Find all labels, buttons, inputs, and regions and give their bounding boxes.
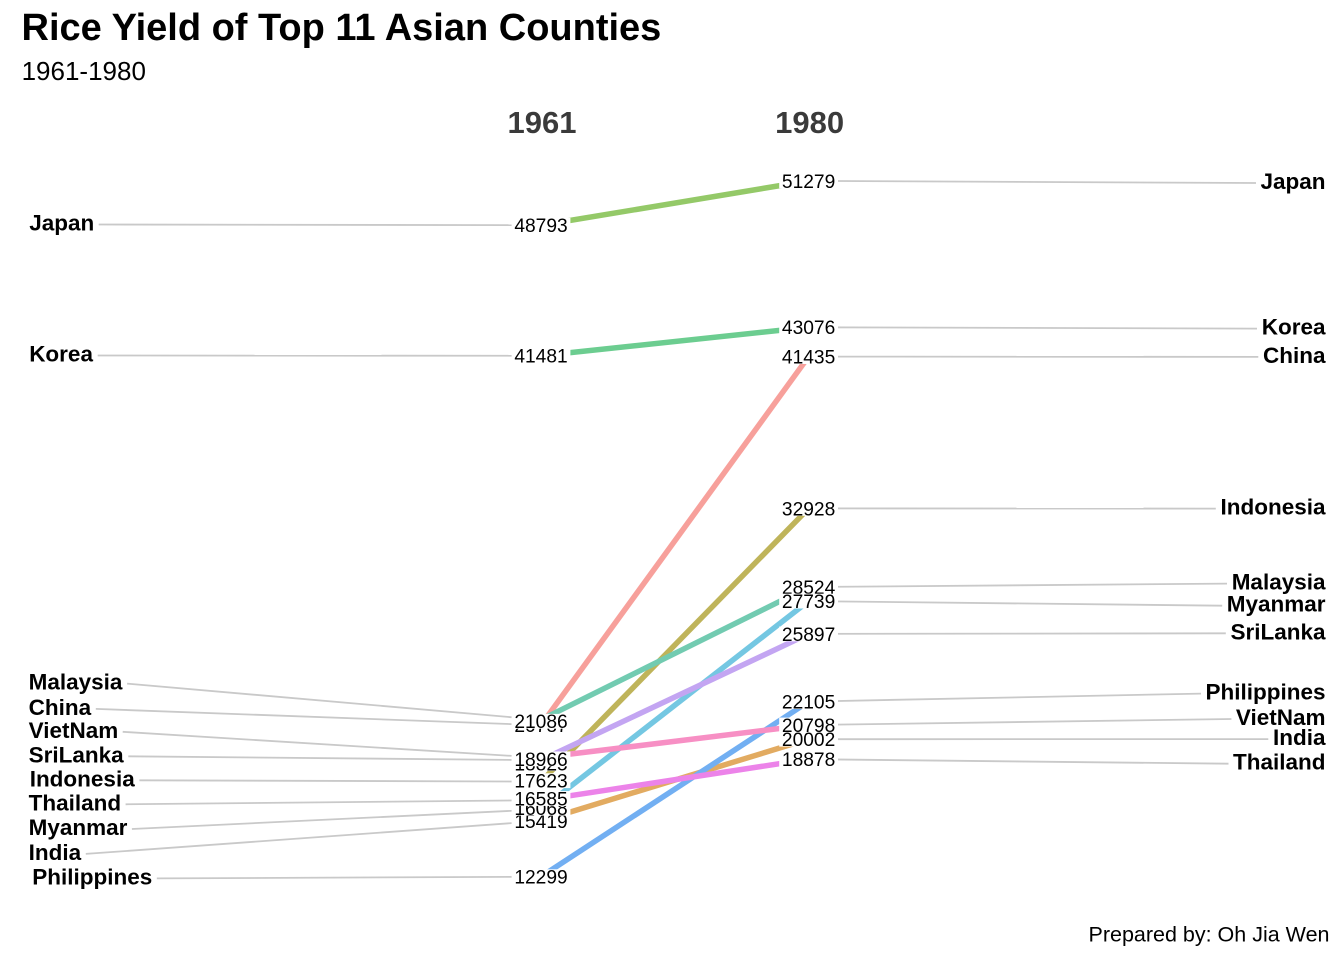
svg-text:1980: 1980 xyxy=(775,105,844,140)
svg-text:SriLanka: SriLanka xyxy=(1230,619,1326,644)
svg-text:48793: 48793 xyxy=(514,216,567,237)
svg-text:22105: 22105 xyxy=(782,693,835,714)
svg-text:Prepared by: Oh Jia Wen: Prepared by: Oh Jia Wen xyxy=(1088,923,1329,947)
svg-text:1961: 1961 xyxy=(508,105,577,140)
svg-text:Thailand: Thailand xyxy=(29,790,122,815)
svg-text:Indonesia: Indonesia xyxy=(30,766,136,791)
svg-text:51279: 51279 xyxy=(782,172,835,193)
svg-text:25897: 25897 xyxy=(782,625,835,646)
svg-text:41481: 41481 xyxy=(514,347,567,368)
svg-text:Myanmar: Myanmar xyxy=(29,815,128,840)
svg-text:18878: 18878 xyxy=(782,750,835,771)
svg-text:27739: 27739 xyxy=(782,592,835,613)
svg-text:China: China xyxy=(1263,343,1326,368)
svg-text:41435: 41435 xyxy=(782,348,835,369)
svg-text:Philippines: Philippines xyxy=(1205,680,1325,705)
svg-text:32928: 32928 xyxy=(782,499,835,520)
svg-text:1961-1980: 1961-1980 xyxy=(22,56,146,86)
svg-text:Korea: Korea xyxy=(1262,315,1326,340)
svg-text:16585: 16585 xyxy=(514,789,567,810)
svg-text:VietNam: VietNam xyxy=(1236,705,1326,730)
svg-text:Japan: Japan xyxy=(1260,169,1325,194)
svg-text:Japan: Japan xyxy=(29,210,94,235)
svg-text:Indonesia: Indonesia xyxy=(1220,495,1326,520)
svg-text:Thailand: Thailand xyxy=(1233,750,1326,775)
svg-text:VietNam: VietNam xyxy=(29,718,119,743)
svg-text:Myanmar: Myanmar xyxy=(1227,592,1326,617)
svg-text:12299: 12299 xyxy=(514,868,567,889)
svg-text:20798: 20798 xyxy=(782,716,835,737)
svg-text:Korea: Korea xyxy=(29,341,93,366)
svg-text:India: India xyxy=(29,840,82,865)
svg-text:18966: 18966 xyxy=(514,750,567,771)
svg-text:SriLanka: SriLanka xyxy=(29,742,125,767)
svg-text:43076: 43076 xyxy=(782,318,835,339)
svg-text:21086: 21086 xyxy=(514,712,567,733)
svg-text:Malaysia: Malaysia xyxy=(29,670,123,695)
svg-text:Philippines: Philippines xyxy=(32,864,152,889)
svg-text:Rice Yield of Top 11 Asian Cou: Rice Yield of Top 11 Asian Counties xyxy=(22,7,662,49)
svg-text:China: China xyxy=(29,695,92,720)
